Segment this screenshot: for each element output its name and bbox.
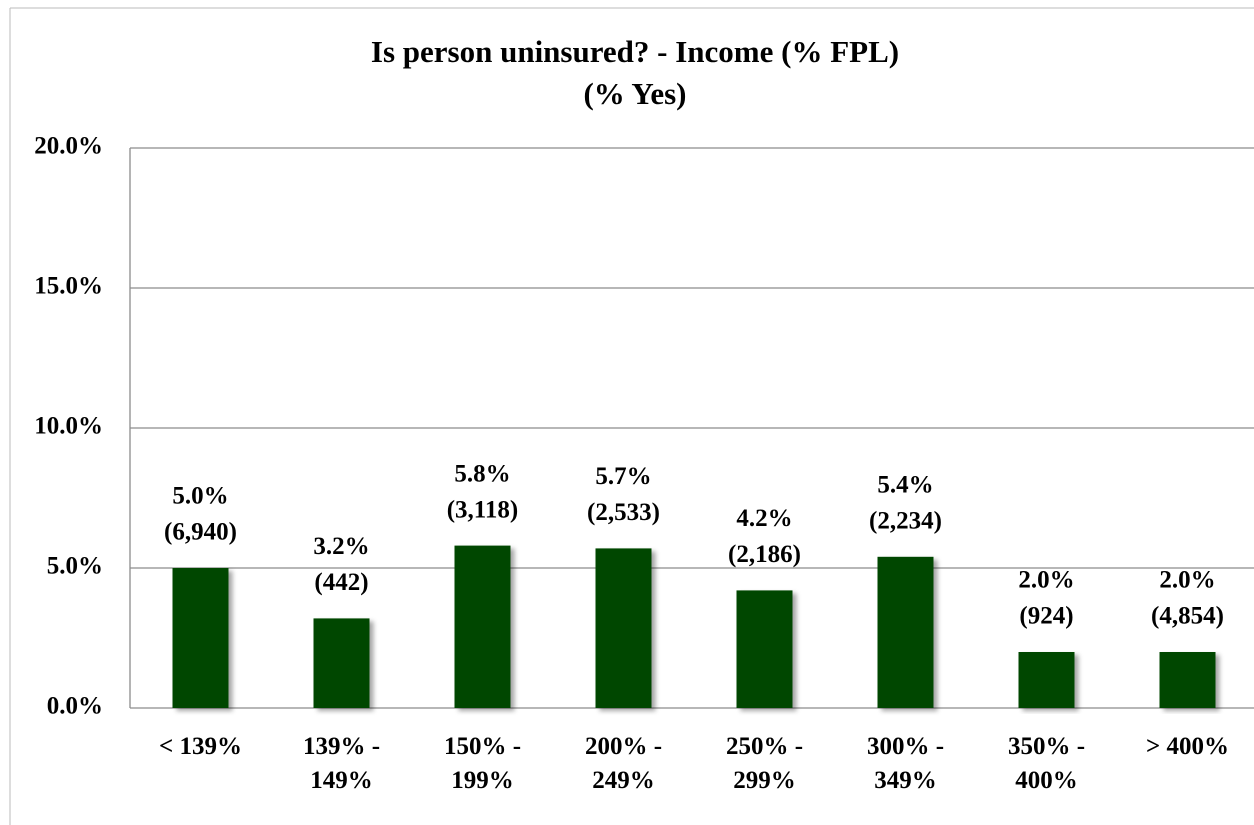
count-label: (2,234): [869, 508, 942, 535]
value-label: 3.2%: [313, 533, 369, 560]
x-tick-line: 349%: [874, 767, 937, 794]
count-label: (442): [314, 569, 368, 596]
x-tick-line: < 139%: [159, 733, 242, 760]
x-tick-line: 350% -: [1008, 733, 1085, 760]
bar: [736, 590, 793, 708]
value-label: 5.0%: [172, 483, 228, 510]
x-tick-line: 149%: [310, 767, 373, 794]
x-tick-line: 250% -: [726, 733, 803, 760]
x-tick-line: 400%: [1015, 767, 1078, 794]
x-tick-line: 139% -: [303, 733, 380, 760]
x-tick-line: > 400%: [1146, 733, 1229, 760]
x-tick-line: 200% -: [585, 733, 662, 760]
chart-title: Is person uninsured? - Income (% FPL): [371, 34, 899, 69]
y-tick-label: 10.0%: [34, 413, 103, 440]
y-tick-label: 20.0%: [34, 133, 103, 160]
x-tick-line: 199%: [451, 767, 514, 794]
chart-subtitle: (% Yes): [583, 76, 686, 111]
value-label: 5.7%: [595, 463, 651, 490]
x-tick-label: < 139%: [159, 733, 242, 760]
x-tick-label: 300% - 349%: [867, 733, 944, 794]
bar: [172, 568, 229, 708]
x-tick-line: 150% -: [444, 733, 521, 760]
bar: [1159, 652, 1216, 708]
x-tick-label: 150% - 199%: [444, 733, 521, 794]
bar: [1018, 652, 1075, 708]
value-label: 5.4%: [877, 472, 933, 499]
count-label: (924): [1019, 603, 1073, 630]
y-tick-label: 5.0%: [47, 553, 103, 580]
x-tick-label: 200% - 249%: [585, 733, 662, 794]
x-tick-label: > 400%: [1146, 733, 1229, 760]
bar: [877, 556, 934, 708]
value-label: 2.0%: [1159, 567, 1215, 594]
x-tick-line: 300% -: [867, 733, 944, 760]
count-label: (4,854): [1151, 603, 1224, 630]
bar: [595, 548, 652, 708]
value-label: 5.8%: [454, 460, 510, 487]
x-tick-label: 250% - 299%: [726, 733, 803, 794]
value-label: 4.2%: [736, 505, 792, 532]
count-label: (2,186): [728, 541, 801, 568]
x-tick-label: 139% - 149%: [303, 733, 380, 794]
bar: [454, 545, 511, 708]
x-tick-label: 350% - 400%: [1008, 733, 1085, 794]
count-label: (6,940): [164, 519, 237, 546]
y-tick-label: 15.0%: [34, 273, 103, 300]
x-tick-line: 249%: [592, 767, 655, 794]
x-tick-line: 299%: [733, 767, 796, 794]
count-label: (3,118): [447, 496, 519, 523]
y-tick-label: 0.0%: [47, 693, 103, 720]
bar: [313, 618, 370, 708]
value-label: 2.0%: [1018, 567, 1074, 594]
count-label: (2,533): [587, 499, 660, 526]
